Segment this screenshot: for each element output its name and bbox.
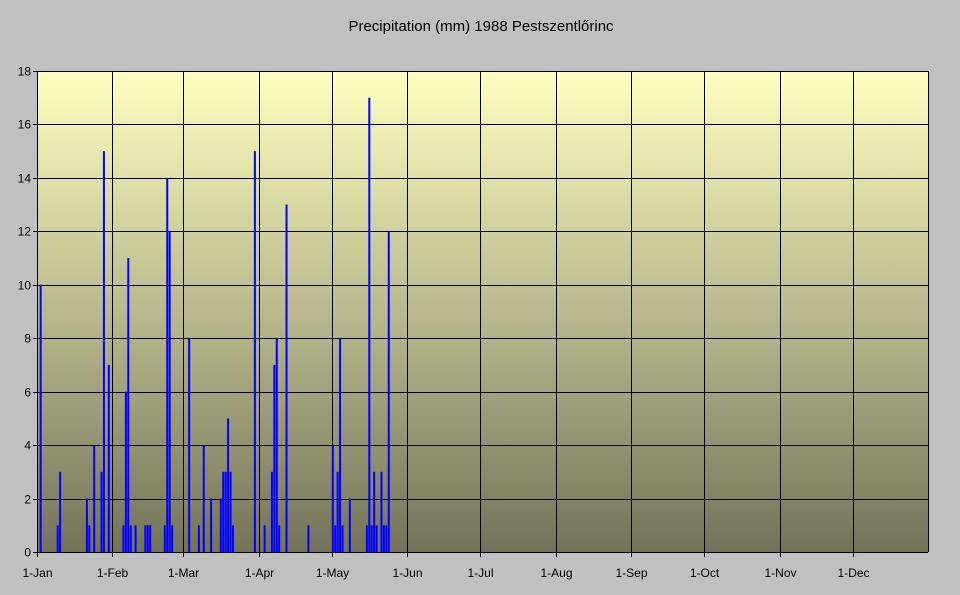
- x-tick-label: 1-Jun: [392, 566, 422, 580]
- bar: [334, 525, 337, 552]
- x-tick-label: 1-Sep: [615, 566, 647, 580]
- x-tick-label: 1-Oct: [690, 566, 720, 580]
- y-tick-label: 14: [18, 172, 32, 186]
- x-tick-label: 1-Jul: [467, 566, 493, 580]
- bar: [373, 471, 376, 552]
- axes: [33, 71, 928, 553]
- x-tick-label: 1-Nov: [764, 566, 796, 580]
- bar: [365, 525, 368, 552]
- bar: [188, 338, 191, 552]
- bar: [307, 525, 310, 552]
- y-tick-label: 10: [18, 279, 32, 293]
- bar: [202, 445, 205, 552]
- y-tick-label: 18: [18, 65, 32, 79]
- bar: [39, 284, 42, 552]
- bar: [370, 525, 373, 552]
- bar: [149, 525, 152, 552]
- bar: [124, 391, 127, 552]
- bar: [168, 231, 171, 552]
- bar: [278, 525, 281, 552]
- bar: [93, 445, 96, 552]
- y-tick-label: 6: [24, 386, 31, 400]
- bar: [231, 525, 234, 552]
- y-tick-label: 0: [24, 546, 31, 560]
- bar: [224, 471, 227, 552]
- bar: [368, 97, 371, 552]
- y-tick-label: 4: [24, 439, 31, 453]
- bar: [270, 471, 273, 552]
- bar: [380, 471, 383, 552]
- bar: [85, 498, 88, 552]
- bar: [134, 525, 137, 552]
- x-axis-labels: 1-Jan 1-Feb 1-Mar 1-Apr 1-May 1-Jun 1-Jul 1-Aug…: [22, 566, 869, 580]
- bar: [59, 471, 62, 552]
- bar: [56, 525, 59, 552]
- x-tick-label: 1-Dec: [837, 566, 869, 580]
- y-axis-labels: 0 2 4 6 8 10 12 14 16 18: [18, 65, 32, 560]
- bar: [341, 525, 344, 552]
- bar: [166, 177, 169, 552]
- bar: [273, 364, 276, 552]
- y-tick-label: 12: [18, 225, 32, 239]
- bar: [171, 525, 174, 552]
- bar: [122, 525, 125, 552]
- bar: [263, 525, 266, 552]
- bar: [375, 525, 378, 552]
- y-tick-label: 2: [24, 493, 31, 507]
- bar: [339, 338, 342, 552]
- bar: [222, 471, 225, 552]
- x-tick-label: 1-Mar: [168, 566, 199, 580]
- plot-area: [37, 71, 928, 552]
- bar: [197, 525, 200, 552]
- bar: [210, 498, 213, 552]
- x-tick-label: 1-May: [316, 566, 349, 580]
- y-tick-label: 16: [18, 118, 32, 132]
- y-tick-label: 8: [24, 332, 31, 346]
- chart-title: Precipitation (mm) 1988 Pestszentlőrinc: [348, 18, 614, 35]
- bar: [336, 471, 339, 552]
- bar: [163, 525, 166, 552]
- bar: [348, 498, 351, 552]
- bar: [275, 338, 278, 552]
- x-tick-label: 1-Jan: [22, 566, 52, 580]
- x-tick-label: 1-Apr: [245, 566, 274, 580]
- bar: [127, 258, 130, 552]
- bar: [385, 525, 388, 552]
- bar-series: [39, 97, 390, 553]
- x-tick-label: 1-Feb: [97, 566, 129, 580]
- bar: [253, 151, 256, 553]
- bar: [107, 364, 110, 552]
- bar: [331, 445, 334, 552]
- bar: [229, 471, 232, 552]
- bar: [102, 151, 105, 553]
- bar: [129, 525, 132, 552]
- bar: [219, 498, 222, 552]
- bar: [227, 418, 230, 552]
- bar: [387, 231, 390, 552]
- bar: [382, 525, 385, 552]
- bar: [144, 525, 147, 552]
- bar: [100, 471, 103, 552]
- bar: [285, 204, 288, 553]
- bar: [88, 525, 91, 552]
- bar: [146, 525, 149, 552]
- x-tick-label: 1-Aug: [540, 566, 572, 580]
